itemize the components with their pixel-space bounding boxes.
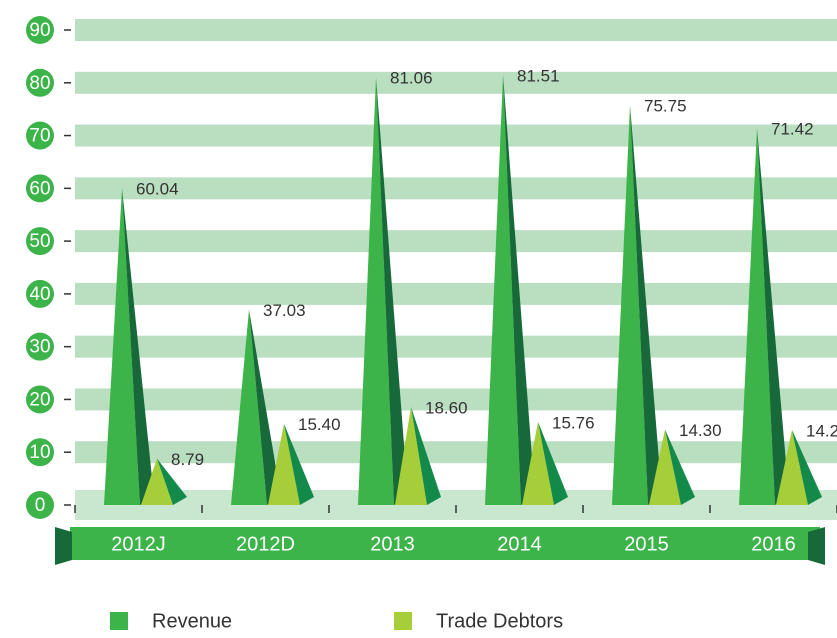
grid-band [75, 177, 837, 200]
pyramid-face [395, 406, 427, 505]
value-label: 8.79 [171, 450, 204, 469]
pyramid [776, 429, 822, 505]
x-tick-label: 2013 [370, 533, 415, 555]
value-label: 14.30 [679, 421, 722, 440]
x-tick-label: 2012D [236, 533, 295, 555]
value-label: 60.04 [136, 180, 179, 199]
pyramid-face [104, 188, 140, 505]
pyramid [141, 458, 187, 505]
value-label: 71.42 [771, 120, 814, 139]
pyramid-face [231, 309, 267, 505]
pyramid-face [485, 74, 521, 505]
y-tick-label: 90 [29, 20, 50, 41]
grid-band [75, 335, 837, 358]
pyramid-face [612, 105, 648, 505]
pyramid-face [649, 429, 681, 505]
grid-band [75, 19, 837, 41]
pyramid-side [376, 77, 408, 505]
value-label: 37.03 [263, 301, 306, 320]
x-tick-label: 2016 [751, 533, 796, 555]
y-tick-label: 10 [29, 442, 50, 463]
pyramid-side [630, 105, 662, 505]
y-tick-label: 70 [29, 126, 50, 147]
y-tick-badge [26, 68, 54, 97]
pyramid-side [411, 406, 441, 505]
pyramid-side [157, 458, 187, 505]
pyramid-side [538, 421, 568, 505]
pyramid-face [776, 429, 808, 505]
pyramid [612, 105, 662, 505]
y-tick-label: 40 [29, 284, 50, 305]
pyramid-side [122, 188, 154, 505]
pyramid-side [503, 74, 535, 505]
x-tick-label: 2014 [497, 533, 542, 555]
x-axis-bar [70, 527, 820, 560]
legend-label: Revenue [152, 610, 232, 632]
pyramid-side [665, 429, 695, 505]
pyramid [739, 128, 789, 506]
value-label: 15.76 [552, 413, 595, 432]
pyramid [104, 188, 154, 505]
pyramid [395, 406, 441, 505]
grid-band [75, 71, 837, 94]
y-tick-label: 60 [29, 178, 50, 199]
y-tick-badge [26, 227, 54, 256]
pyramid-side [284, 423, 314, 505]
pyramid [522, 421, 568, 505]
value-label: 81.06 [390, 69, 433, 88]
pyramid-face [141, 458, 173, 505]
pyramid-face [268, 423, 300, 505]
pyramid-side [792, 429, 822, 505]
pyramid [268, 423, 314, 505]
pyramid-face [522, 421, 554, 505]
x-axis-cap [55, 527, 72, 565]
x-tick-label: 2015 [624, 533, 669, 555]
legend-label: Trade Debtors [436, 610, 563, 632]
pyramid-side [249, 309, 281, 505]
value-label: 81.51 [517, 66, 560, 85]
grid-band [75, 124, 837, 147]
y-tick-badge [26, 279, 54, 308]
y-tick-label: 50 [29, 231, 50, 252]
pyramid [485, 74, 535, 505]
value-label: 18.60 [425, 398, 468, 417]
y-tick-label: 80 [29, 73, 50, 94]
value-label: 14.23 [806, 421, 837, 440]
pyramid-side [757, 128, 789, 506]
pyramid [231, 309, 281, 505]
value-label: 75.75 [644, 97, 687, 116]
x-axis-cap [808, 527, 825, 565]
pyramid [649, 429, 695, 505]
legend-swatch [110, 612, 128, 630]
pyramid-face [358, 77, 394, 505]
y-tick-badge [26, 491, 54, 519]
y-tick-badge [26, 16, 54, 44]
y-tick-badge [26, 332, 54, 361]
x-tick-label: 2012J [111, 533, 166, 555]
legend-swatch [394, 612, 412, 630]
grid-band [75, 282, 837, 305]
y-tick-label: 30 [29, 337, 50, 358]
grid-band [75, 230, 837, 253]
y-tick-badge [26, 385, 54, 414]
y-tick-badge [26, 174, 54, 203]
pyramid [358, 77, 408, 505]
pyramid-face [739, 128, 775, 506]
y-tick-label: 0 [35, 495, 46, 516]
y-tick-label: 20 [29, 389, 50, 410]
y-tick-badge [26, 121, 54, 150]
value-label: 15.40 [298, 415, 341, 434]
y-tick-badge [26, 438, 54, 467]
